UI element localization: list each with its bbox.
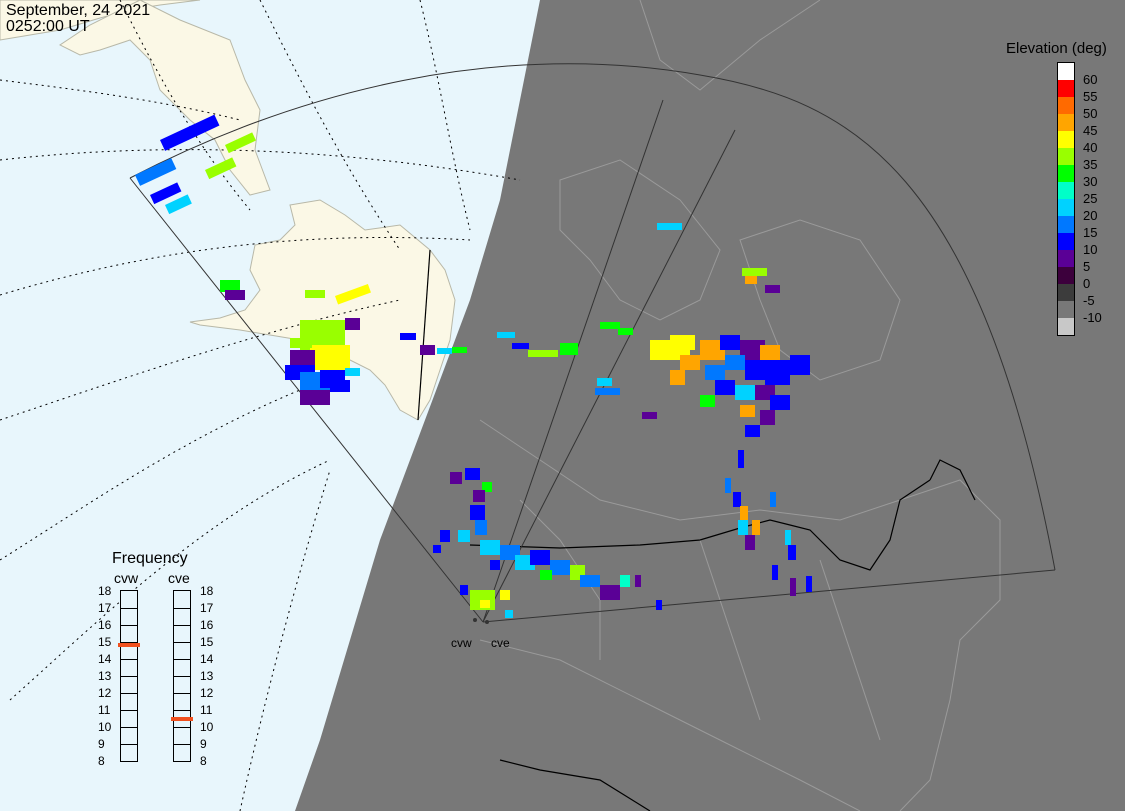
legend-swatch [1058,318,1074,335]
freq-label-left: 11 [98,703,111,717]
legend-label: 15 [1083,225,1098,240]
site-label-cvw: cvw [451,636,472,650]
legend-swatch [1058,199,1074,216]
freq-tick [121,710,137,711]
legend-label: 0 [1083,276,1091,291]
freq-tick [121,676,137,677]
legend-label: 40 [1083,140,1098,155]
legend-swatch [1058,267,1074,284]
freq-tick [121,642,137,643]
legend-swatch [1058,114,1074,131]
legend-title: Elevation (deg) [1006,40,1107,57]
freq-tick [121,608,137,609]
site-label-cve: cve [491,636,510,650]
legend-label: 35 [1083,157,1098,172]
freq-label-right: 8 [200,754,207,768]
legend-swatch [1058,148,1074,165]
legend-swatch [1058,131,1074,148]
freq-label-right: 11 [200,703,213,717]
freq-label-right: 12 [200,686,214,700]
freq-scale-cve [171,590,193,762]
freq-tick [174,727,190,728]
legend-swatch [1058,165,1074,182]
freq-tick [121,727,137,728]
legend-swatch [1058,63,1074,80]
legend-label: 20 [1083,208,1098,223]
backscatter-cells [134,114,812,618]
land-chukotka [59,0,271,196]
freq-label-right: 15 [200,635,214,649]
freq-label-right: 18 [200,584,214,598]
freq-label-right: 17 [200,601,214,615]
time-label: 0252:00 UT [6,18,90,35]
night-land-outlines [479,0,1001,811]
freq-label-right: 10 [200,720,214,734]
freq-label-left: 10 [98,720,112,734]
freq-name-cvw: cvw [114,570,139,586]
legend-swatch [1058,233,1074,250]
legend-swatch [1058,301,1074,318]
freq-tick [174,676,190,677]
site-cvw-dot [473,618,477,622]
freq-label-left: 16 [98,618,112,632]
legend-label: 25 [1083,191,1098,206]
elevation-color-bar [1057,62,1075,336]
freq-marker-cve [171,716,193,721]
borders [417,249,976,811]
freq-label-left: 12 [98,686,112,700]
freq-label-left: 15 [98,635,112,649]
legend-swatch [1058,284,1074,301]
graticule [0,0,521,811]
freq-label-left: 9 [98,737,105,751]
freq-label-right: 9 [200,737,207,751]
freq-tick [174,710,190,711]
legend-swatch [1058,216,1074,233]
freq-tick [174,642,190,643]
freq-marker-cvw [118,643,140,648]
legend-swatch [1058,97,1074,114]
freq-scale-cvw [118,590,140,762]
freq-label-right: 13 [200,669,214,683]
freq-label-left: 14 [98,652,112,666]
legend-label: -5 [1083,293,1095,308]
freq-tick [174,659,190,660]
freq-tick [121,693,137,694]
legend-swatch [1058,250,1074,267]
legend-label: 50 [1083,106,1098,121]
freq-tick [121,744,137,745]
freq-name-cve: cve [168,570,190,586]
frequency-title: Frequency [112,550,188,567]
legend-label: 60 [1083,72,1098,87]
freq-label-right: 14 [200,652,214,666]
site-cve-dot [485,620,489,624]
legend-label: 10 [1083,242,1098,257]
legend-label: 5 [1083,259,1091,274]
freq-tick [121,659,137,660]
freq-tick [174,608,190,609]
legend-swatch [1058,80,1074,97]
legend-label: 55 [1083,89,1098,104]
legend-swatch [1058,182,1074,199]
freq-tick [174,625,190,626]
freq-label-left: 17 [98,601,112,615]
legend-label: -10 [1083,310,1102,325]
freq-label-left: 13 [98,669,112,683]
date-label: September, 24 2021 [6,2,151,19]
legend-label: 30 [1083,174,1098,189]
freq-label-left: 8 [98,754,105,768]
freq-tick [174,744,190,745]
land-alaska [189,199,456,421]
legend-label: 45 [1083,123,1098,138]
freq-tick [121,625,137,626]
freq-label-left: 18 [98,584,112,598]
freq-label-right: 16 [200,618,214,632]
freq-tick [174,693,190,694]
